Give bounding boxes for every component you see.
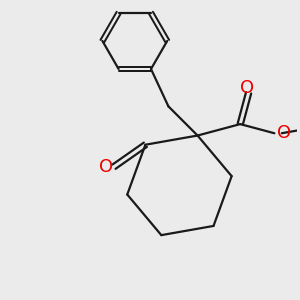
Text: O: O [277, 124, 291, 142]
Text: O: O [240, 79, 254, 97]
Text: O: O [99, 158, 113, 176]
